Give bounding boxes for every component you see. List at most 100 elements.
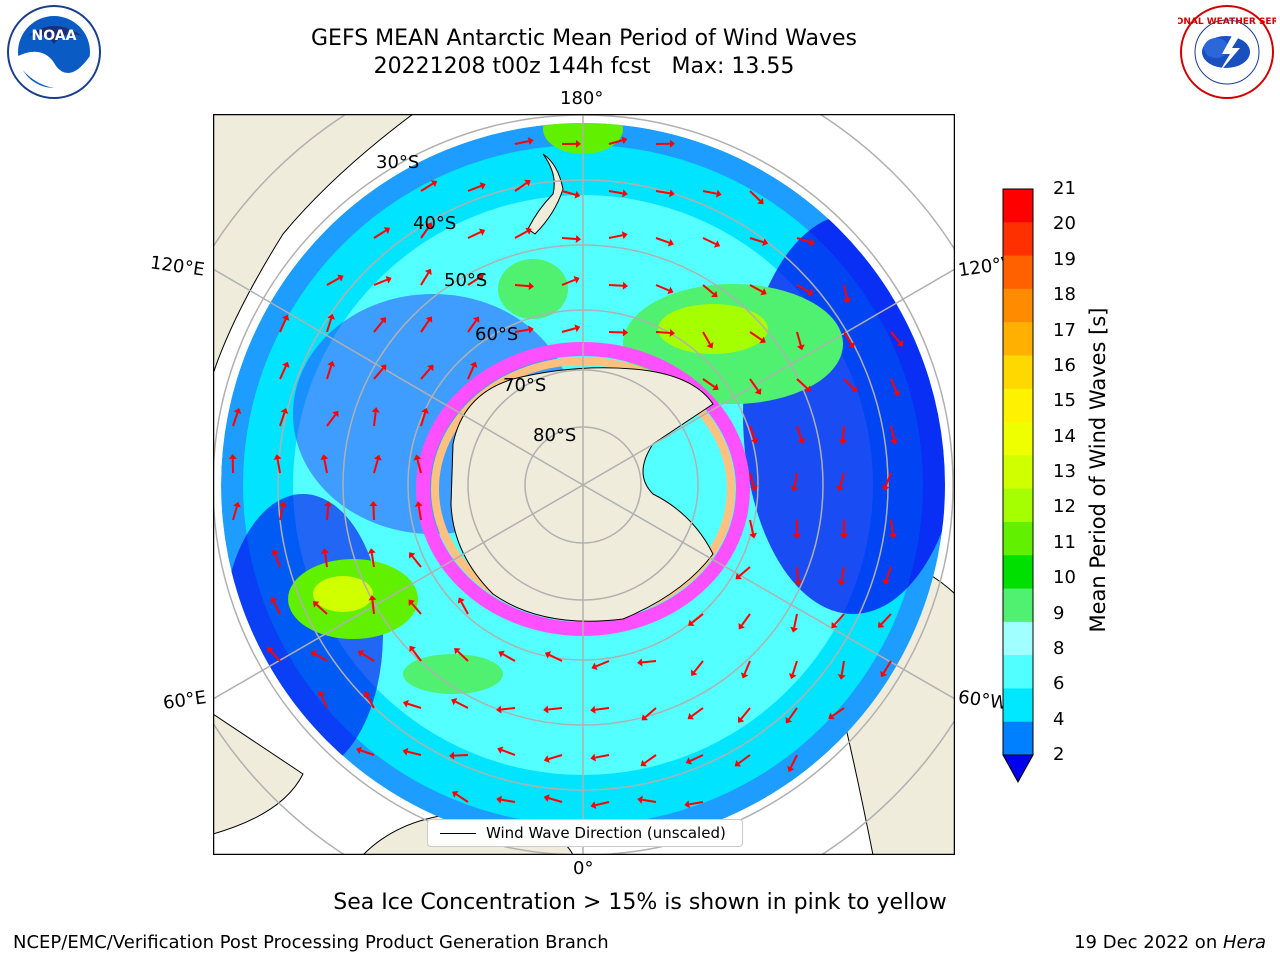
wind-wave-arrowhead (278, 501, 287, 508)
lat-label-80s: 80°S (533, 425, 577, 446)
wind-wave-arrow (749, 284, 763, 293)
wind-wave-arrow (361, 652, 375, 662)
wind-wave-arrow (407, 702, 422, 709)
wind-wave-arrow (796, 331, 802, 346)
wind-wave-arrow (595, 754, 610, 759)
colorbar-swatch (1003, 521, 1033, 556)
wind-wave-arrow (467, 365, 475, 380)
wind-wave-arrow (272, 600, 281, 615)
colorbar-swatch (1003, 255, 1033, 290)
colorbar-swatch (1003, 455, 1033, 490)
wind-wave-arrow (749, 378, 759, 392)
wind-wave-arrow (789, 754, 798, 768)
wind-wave-arrow (514, 182, 528, 192)
wind-wave-arrow (890, 425, 896, 440)
wind-wave-arrowhead (383, 227, 391, 234)
wind-wave-arrow (407, 750, 422, 756)
legend-line (440, 832, 476, 834)
wind-wave-arrowhead (379, 364, 387, 371)
wind-wave-arrowhead (273, 454, 282, 460)
wind-wave-arrowhead (497, 746, 504, 754)
wind-wave-arrow (608, 234, 623, 239)
colorbar-swatch (1003, 189, 1033, 223)
land-madagascar (213, 713, 304, 835)
lat-label-60s: 60°S (475, 324, 519, 345)
wind-wave-arrowhead (838, 439, 847, 445)
wind-wave-arrow (608, 284, 624, 287)
wind-wave-arrow (743, 660, 751, 675)
wind-wave-arrow (366, 695, 375, 709)
wind-wave-arrowhead (371, 407, 380, 413)
wind-wave-arrow (655, 190, 670, 195)
wind-wave-arrowhead (449, 751, 455, 760)
wind-wave-arrow (840, 660, 845, 675)
lat-label-40s: 40°S (413, 213, 457, 234)
wind-wave-arrowhead (804, 385, 812, 392)
lon-label-120e: 120°E (148, 252, 206, 281)
wind-wave-arrowhead (831, 621, 838, 629)
wind-wave-arrowhead (575, 139, 581, 148)
wind-wave-arrowhead (233, 501, 241, 508)
wind-wave-arrowhead (750, 485, 758, 492)
wind-wave-arrow (843, 378, 855, 390)
wind-wave-arrow (642, 798, 657, 803)
wind-wave-arrow (269, 649, 281, 662)
wind-wave-arrow (514, 328, 529, 333)
wind-wave-arrow (232, 412, 239, 427)
wind-wave-arrowhead (543, 794, 550, 802)
lat-label-50s: 50°S (444, 270, 488, 291)
wind-wave-arrowhead (427, 364, 434, 372)
wind-wave-arrowhead (790, 626, 799, 633)
wind-wave-arrow (608, 190, 623, 195)
lat-label-70s: 70°S (503, 375, 547, 396)
wind-wave-arrow (326, 365, 333, 380)
wind-wave-arrowhead (621, 136, 628, 145)
wind-wave-arrow (796, 566, 800, 582)
wind-wave-arrow (501, 798, 516, 803)
wind-wave-arrowhead (750, 437, 759, 444)
wind-wave-arrowhead (807, 288, 814, 296)
wind-wave-arrow (373, 459, 379, 474)
wind-wave-arrowhead (310, 650, 318, 658)
wind-wave-arrow (276, 459, 281, 474)
wind-wave-arrowhead (792, 533, 801, 539)
wind-wave-arrow (370, 553, 375, 568)
wind-wave-arrow (457, 650, 469, 662)
wind-wave-arrowhead (706, 342, 714, 349)
wind-wave-arrowhead (794, 580, 803, 586)
wind-wave-arrow (885, 566, 892, 581)
wind-wave-arrow (373, 229, 387, 239)
colorbar-tick: 2 (1053, 744, 1065, 765)
wind-wave-arrow (561, 278, 576, 286)
wind-wave-arrowhead (317, 690, 325, 697)
wind-wave-arrowhead (882, 484, 890, 491)
wind-wave-arrow (460, 601, 469, 615)
lon-label-60e: 60°E (161, 687, 208, 714)
wind-wave-arrowhead (738, 622, 745, 630)
wind-wave-arrowhead (312, 601, 320, 608)
wind-wave-arrowhead (713, 240, 721, 248)
wind-wave-arrowhead (590, 801, 597, 810)
wind-wave-arrowhead (788, 673, 797, 680)
wind-wave-arrowhead (320, 454, 329, 461)
wind-wave-arrowhead (402, 747, 409, 756)
wind-wave-arrow (702, 331, 711, 345)
colorbar-swatch (1003, 288, 1033, 323)
colorbar-tick: 17 (1053, 319, 1076, 341)
colorbar-tick: 4 (1053, 708, 1065, 730)
wind-wave-arrow (833, 613, 845, 626)
wind-wave-arrowhead (573, 276, 580, 284)
wind-wave-arrowhead (740, 672, 749, 679)
wind-wave-arrowhead (641, 714, 648, 721)
wind-wave-arrow (702, 190, 717, 195)
wind-wave-arrowhead (836, 485, 845, 492)
wind-wave-arrow (740, 707, 751, 720)
wind-wave-arrowhead (280, 407, 289, 415)
wind-wave-arrow (279, 318, 287, 333)
wind-wave-arrow (890, 519, 894, 534)
colorbar-tick: 6 (1053, 673, 1065, 695)
wind-wave-arrowhead (385, 276, 392, 284)
wind-wave-arrowhead (667, 238, 674, 247)
colorbar-tick: 16 (1053, 354, 1076, 376)
wind-wave-arrowhead (425, 222, 433, 229)
